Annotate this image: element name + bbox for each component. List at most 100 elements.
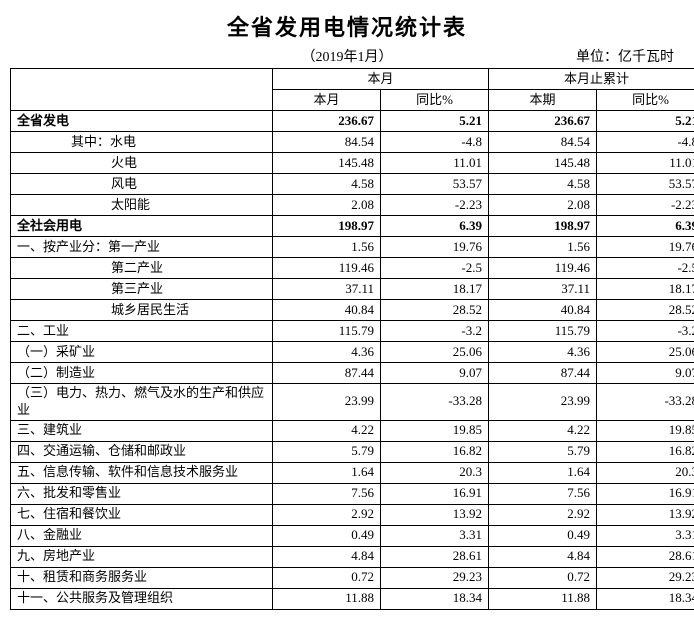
table-row: 城乡居民生活40.8428.5240.8428.52 [11,300,694,321]
table-row: 十、租赁和商务服务业0.7229.230.7229.23 [11,567,694,588]
row-value: -2.5 [381,258,489,279]
row-value: 0.72 [489,567,597,588]
row-value: 2.08 [489,195,597,216]
row-value: 5.21 [381,111,489,132]
table-row: 三、建筑业4.2219.854.2219.85 [11,420,694,441]
row-value: 3.31 [381,525,489,546]
row-value: 19.76 [597,237,694,258]
table-row: 七、住宿和餐饮业2.9213.922.9213.92 [11,504,694,525]
row-value: 119.46 [273,258,381,279]
row-value: 19.76 [381,237,489,258]
row-label: 十一、公共服务及管理组织 [11,588,273,609]
row-value: 7.56 [489,483,597,504]
header-sub2: 同比% [381,90,489,111]
row-value: 28.61 [381,546,489,567]
row-value: 0.72 [273,567,381,588]
row-value: 37.11 [273,279,381,300]
header-sub1: 本月 [273,90,381,111]
row-value: 11.88 [273,588,381,609]
row-value: 4.36 [489,342,597,363]
row-value: 236.67 [273,111,381,132]
header-sub3: 本期 [489,90,597,111]
table-row: 火电145.4811.01145.4811.01 [11,153,694,174]
row-value: -3.2 [381,321,489,342]
row-value: -33.28 [597,384,694,421]
row-value: 18.34 [597,588,694,609]
row-value: -3.2 [597,321,694,342]
header-row-1: 本月 本月止累计 [11,69,694,90]
unit-label: 单位：亿千瓦时 [554,46,674,66]
table-row: 九、房地产业4.8428.614.8428.61 [11,546,694,567]
row-value: 13.92 [381,504,489,525]
header-blank [11,69,273,111]
row-label: 全社会用电 [11,216,273,237]
table-row: 第二产业119.46-2.5119.46-2.5 [11,258,694,279]
row-value: 6.39 [597,216,694,237]
row-label: 六、批发和零售业 [11,483,273,504]
row-value: 0.49 [273,525,381,546]
table-row: 全省发电236.675.21236.675.21 [11,111,694,132]
page-title: 全省发用电情况统计表 [10,10,684,42]
table-row: 六、批发和零售业7.5616.917.5616.91 [11,483,694,504]
row-value: 236.67 [489,111,597,132]
table-row: 其中：水电84.54-4.884.54-4.8 [11,132,694,153]
row-value: 119.46 [489,258,597,279]
row-value: 4.36 [273,342,381,363]
row-label: 第二产业 [11,258,273,279]
row-label: 二、工业 [11,321,273,342]
row-value: 29.23 [597,567,694,588]
table-row: 一、按产业分：第一产业1.5619.761.5619.76 [11,237,694,258]
row-value: 4.84 [489,546,597,567]
row-label: 第三产业 [11,279,273,300]
row-value: 20.3 [597,462,694,483]
row-value: 28.61 [597,546,694,567]
row-label: 十、租赁和商务服务业 [11,567,273,588]
row-label: （二）制造业 [11,363,273,384]
row-value: 0.49 [489,525,597,546]
header-sub4: 同比% [597,90,694,111]
row-value: 16.82 [381,441,489,462]
table-row: 风电4.5853.574.5853.57 [11,174,694,195]
table-row: 二、工业115.79-3.2115.79-3.2 [11,321,694,342]
row-value: 40.84 [273,300,381,321]
row-value: 1.56 [273,237,381,258]
row-label: 风电 [11,174,273,195]
row-value: 9.07 [597,363,694,384]
row-value: 1.64 [273,462,381,483]
row-value: 4.84 [273,546,381,567]
row-value: 28.52 [597,300,694,321]
row-value: 2.92 [273,504,381,525]
row-label: （一）采矿业 [11,342,273,363]
row-value: 16.91 [597,483,694,504]
row-value: 2.08 [273,195,381,216]
stats-table: 本月 本月止累计 本月 同比% 本期 同比% 全省发电236.675.21236… [10,68,694,610]
row-label: 全省发电 [11,111,273,132]
row-value: 4.22 [489,420,597,441]
row-value: 20.3 [381,462,489,483]
row-value: 1.64 [489,462,597,483]
row-value: 16.91 [381,483,489,504]
row-value: 23.99 [273,384,381,421]
row-value: 53.57 [381,174,489,195]
row-value: 87.44 [489,363,597,384]
row-value: 19.85 [597,420,694,441]
row-label: 三、建筑业 [11,420,273,441]
row-value: 16.82 [597,441,694,462]
row-value: 84.54 [489,132,597,153]
row-value: 28.52 [381,300,489,321]
table-row: 五、信息传输、软件和信息技术服务业1.6420.31.6420.3 [11,462,694,483]
header-month: 本月 [273,69,489,90]
table-row: （三）电力、热力、燃气及水的生产和供应业23.99-33.2823.99-33.… [11,384,694,421]
row-value: 25.06 [381,342,489,363]
row-value: -2.23 [381,195,489,216]
row-value: 5.21 [597,111,694,132]
row-value: 1.56 [489,237,597,258]
row-label: 七、住宿和餐饮业 [11,504,273,525]
row-label: 城乡居民生活 [11,300,273,321]
table-body: 全省发电236.675.21236.675.21其中：水电84.54-4.884… [11,111,694,610]
row-value: 18.34 [381,588,489,609]
row-label: 九、房地产业 [11,546,273,567]
table-row: 十一、公共服务及管理组织11.8818.3411.8818.34 [11,588,694,609]
row-label: 一、按产业分：第一产业 [11,237,273,258]
table-row: 第三产业37.1118.1737.1118.17 [11,279,694,300]
